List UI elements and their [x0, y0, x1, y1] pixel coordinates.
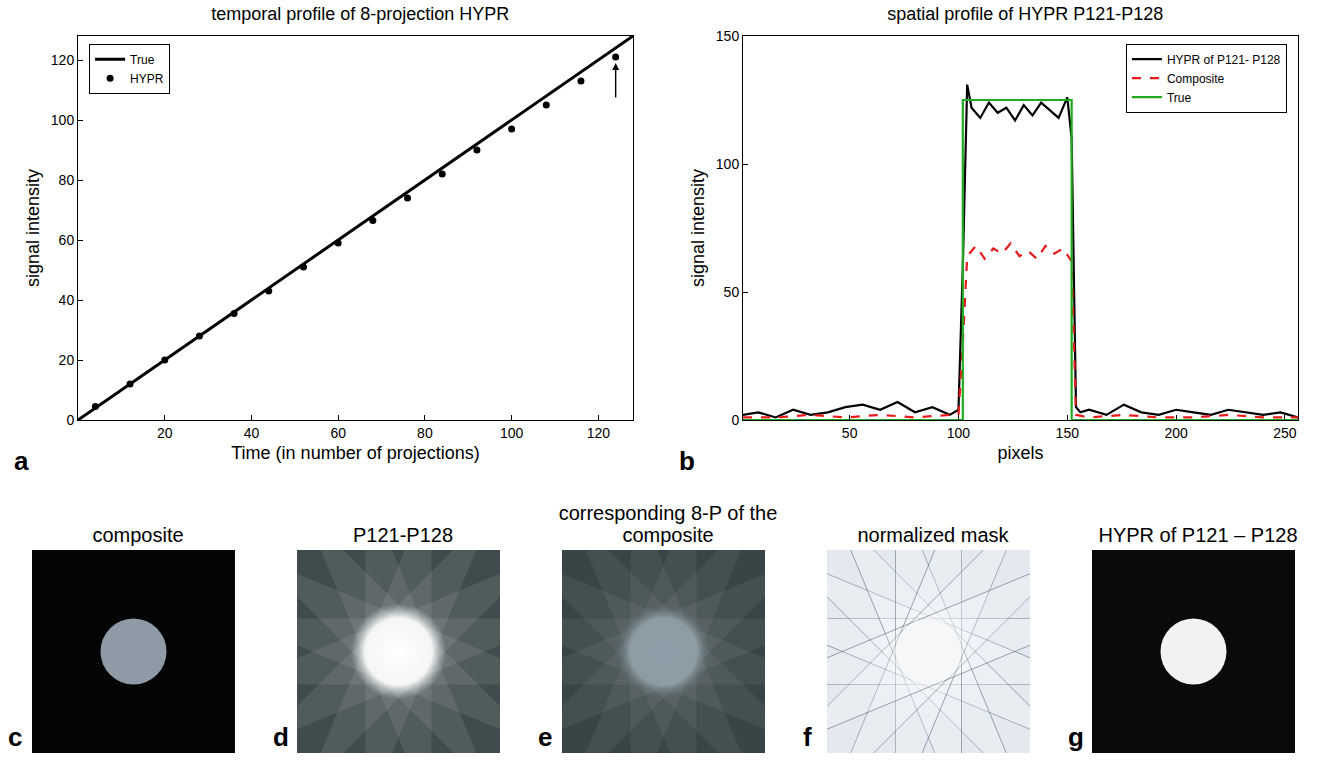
svg-text:100: 100 [51, 112, 75, 128]
html-text:d: d [273, 722, 289, 752]
svg-text:pixels: pixels [997, 443, 1043, 463]
svg-text:120: 120 [587, 425, 611, 441]
svg-text:250: 250 [1273, 425, 1297, 441]
svg-text:150: 150 [1056, 425, 1080, 441]
html-text:P121-P128: P121-P128 [353, 524, 453, 546]
html-text:g: g [1068, 722, 1084, 752]
svg-text:60: 60 [59, 232, 75, 248]
svg-text:HYPR of P121- P128: HYPR of P121- P128 [1167, 53, 1281, 67]
svg-text:50: 50 [842, 425, 858, 441]
svg-text:20: 20 [59, 352, 75, 368]
svg-text:200: 200 [1164, 425, 1188, 441]
svg-text:60: 60 [330, 425, 346, 441]
svg-text:signal intensity: signal intensity [688, 169, 708, 287]
html-text:e: e [538, 722, 553, 752]
svg-text:True: True [1167, 91, 1192, 105]
svg-text:HYPR: HYPR [130, 72, 164, 86]
svg-text:40: 40 [244, 425, 260, 441]
svg-text:50: 50 [724, 284, 740, 300]
html-text:a: a [14, 446, 29, 476]
svg-text:120: 120 [51, 52, 75, 68]
svg-text:True: True [130, 53, 155, 67]
svg-text:100: 100 [947, 425, 971, 441]
svg-text:0: 0 [66, 412, 74, 428]
svg-text:100: 100 [716, 156, 740, 172]
svg-text:20: 20 [157, 425, 173, 441]
svg-text:40: 40 [59, 292, 75, 308]
svg-text:Composite: Composite [1167, 72, 1225, 86]
html-text:c: c [8, 722, 23, 752]
html-text:f: f [803, 722, 812, 752]
html-text:composite: composite [92, 524, 184, 546]
svg-text:0: 0 [731, 412, 739, 428]
html-text:HYPR of P121 – P128: HYPR of P121 – P128 [1098, 524, 1298, 546]
svg-text:80: 80 [59, 172, 75, 188]
html-text:b: b [679, 446, 695, 476]
svg-text:100: 100 [500, 425, 524, 441]
svg-text:150: 150 [716, 28, 740, 44]
svg-text:Time (in number of projections: Time (in number of projections) [231, 443, 479, 463]
html-text:corresponding 8-P of the compo: corresponding 8-P of the composite [558, 502, 778, 546]
svg-text:80: 80 [417, 425, 433, 441]
svg-text:spatial profile of HYPR P121-P: spatial profile of HYPR P121-P128 [887, 4, 1163, 24]
html-text:normalized mask: normalized mask [857, 524, 1009, 546]
svg-text:signal intensity: signal intensity [23, 169, 43, 287]
svg-text:temporal profile of 8-projecti: temporal profile of 8-projection HYPR [211, 4, 509, 24]
